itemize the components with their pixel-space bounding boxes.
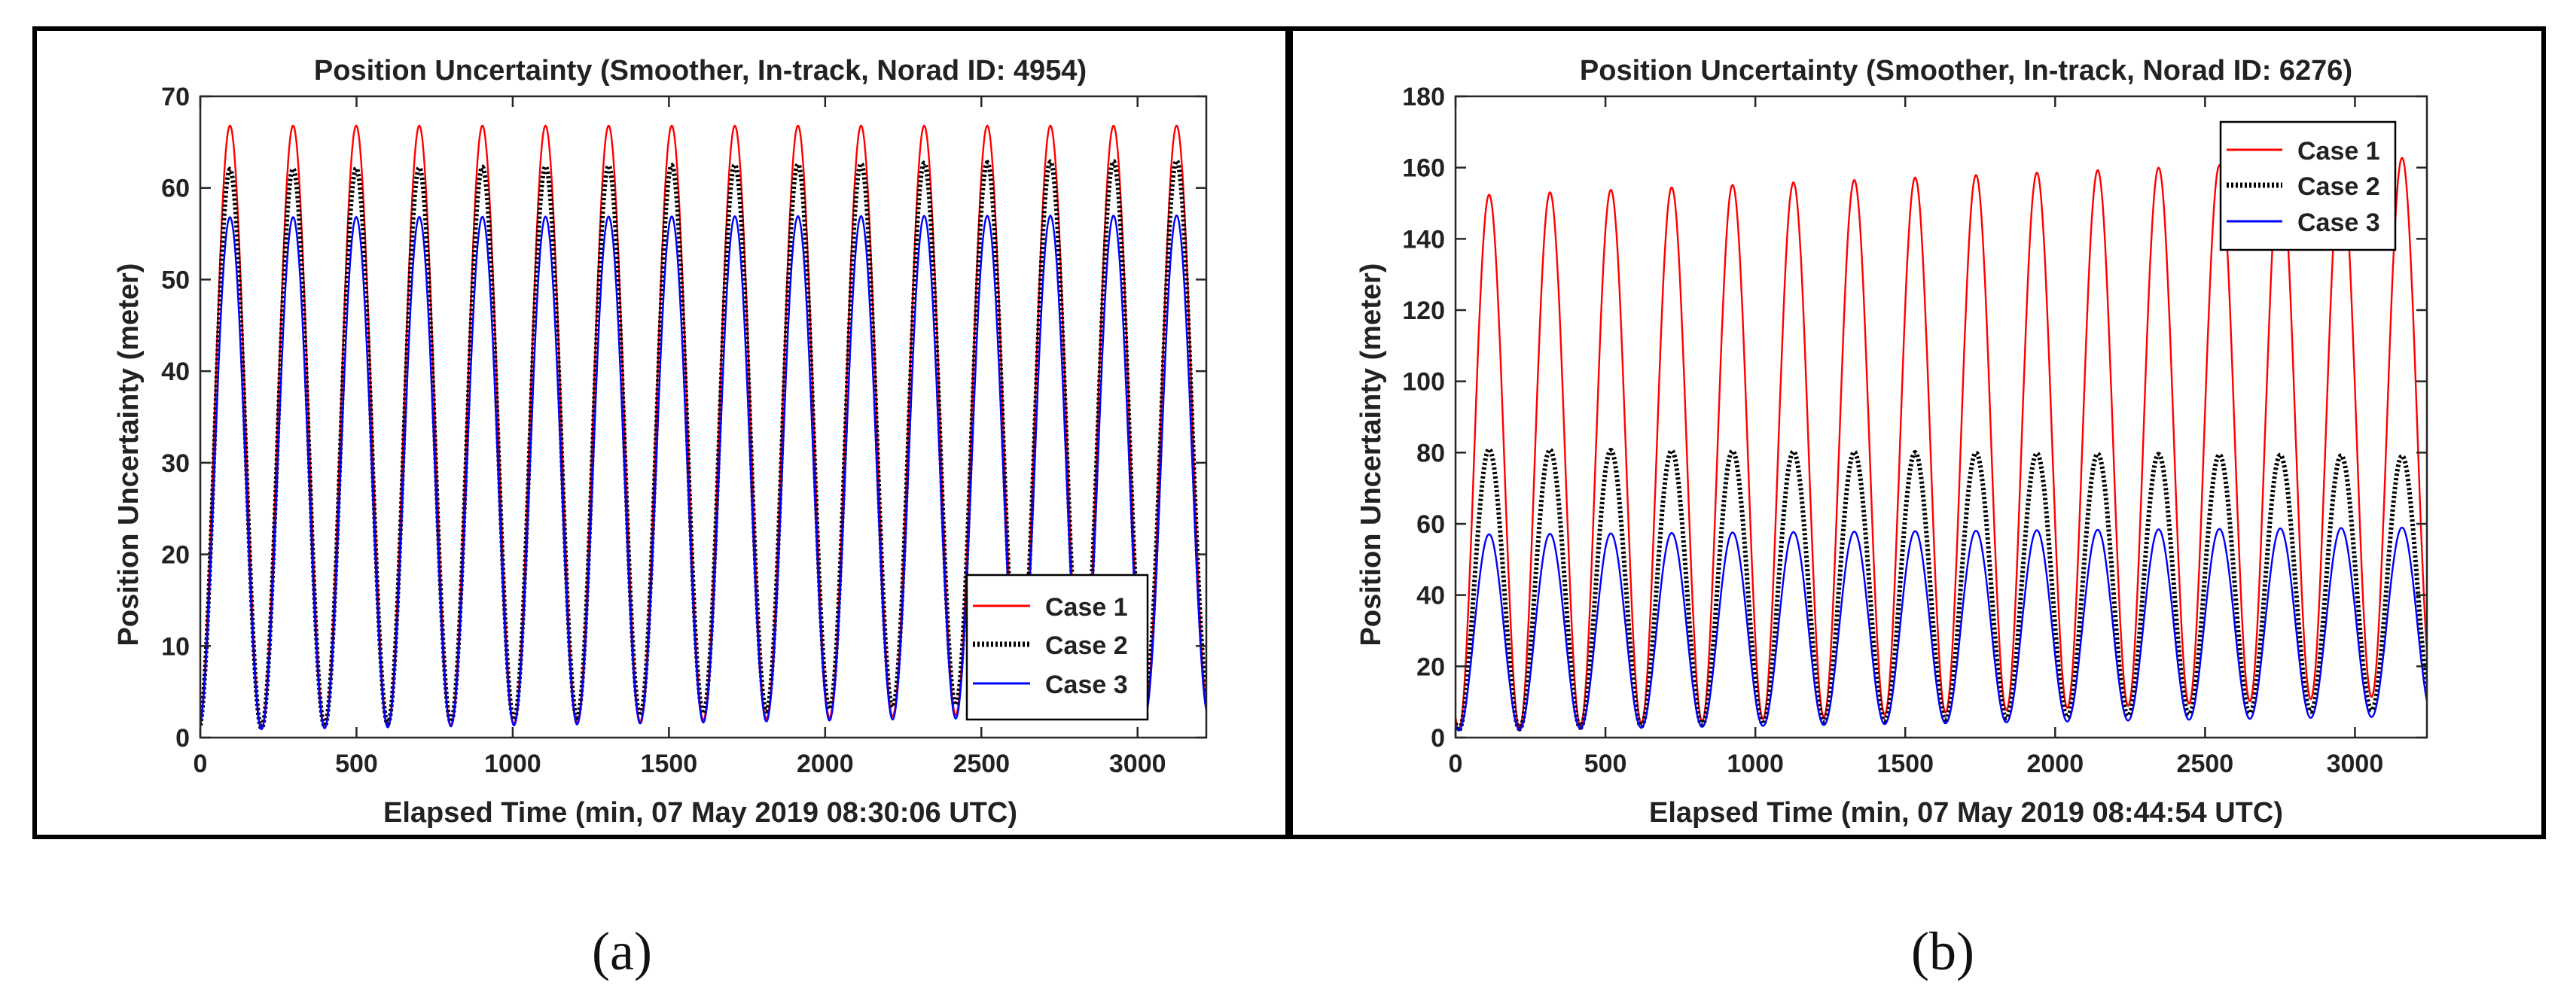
panel-a-frame [32,26,1290,839]
panel-b-axes-box [1454,95,2428,739]
panel-a-ytick-label: 30 [161,449,190,478]
panel-b-xtick-label: 2500 [2177,750,2234,778]
panel-a-legend-case2: Case 2 [1045,631,1128,660]
panel-a-xtick-label: 0 [194,750,208,778]
panel-b-series-case1 [1456,157,2427,732]
panel-a: Position Uncertainty (Smoother, In-track… [32,26,1290,839]
panel-b-legend-case3: Case 3 [2297,208,2380,237]
panel-b-series-case2 [1456,446,2427,733]
panel-b: Position Uncertainty (Smoother, In-track… [1288,26,2546,839]
panel-a-ytick-label: 20 [161,541,190,570]
panel-b-xtick-label: 0 [1449,750,1463,778]
panel-a-xtick-label: 1500 [641,750,698,778]
panel-a-series-case3 [200,214,1206,731]
panel-b-plot: 0 500 1000 1500 2000 2500 3000 0 20 40 60 80 100 120 1… [1402,83,2428,778]
panel-a-legend-case1: Case 1 [1045,593,1128,622]
panel-b-ytick-label: 60 [1416,510,1445,539]
panel-a-legend-box [965,574,1149,721]
panel-b-xtick-label: 3000 [2327,750,2384,778]
panel-b-ytick-label: 140 [1402,225,1445,254]
panel-b-ytick-label: 40 [1416,582,1445,610]
panel-a-series-case2 [200,157,1206,731]
panel-b-ytick-label: 160 [1402,154,1445,183]
panel-b-series-case3 [1456,526,2427,732]
panel-a-ytick-label: 0 [175,724,190,753]
panel-a-ytick-label: 50 [161,266,190,294]
panel-a-legend-case3: Case 3 [1045,671,1128,699]
panel-b-frame [1288,26,2546,839]
panel-a-xtick-label: 1000 [484,750,541,778]
panel-b-xtick-label: 1500 [1876,750,1934,778]
panel-a-ytick-label: 70 [161,83,190,111]
panel-b-ytick-label: 80 [1416,439,1445,467]
panel-b-ytick-label: 20 [1416,653,1445,681]
panel-b-xtick-label: 500 [1584,750,1627,778]
panel-b-ytick-label: 180 [1402,83,1445,111]
panel-a-axes-box [199,95,1208,739]
panel-b-ytick-label: 120 [1402,297,1445,325]
panel-a-xtick-label: 2500 [953,750,1010,778]
panel-a-xtick-label: 3000 [1109,750,1166,778]
panel-b-ylabel: Position Uncertainty (meter) [1355,263,1387,647]
panel-b-xtick-label: 2000 [2026,750,2084,778]
panel-a-ytick-label: 40 [161,358,190,386]
panel-b-ytick-label: 0 [1431,724,1445,753]
panel-a-xlabel: Elapsed Time (min, 07 May 2019 08:30:06 … [383,797,1017,829]
panel-a-title: Position Uncertainty (Smoother, In-track… [314,55,1087,87]
panel-a-plot: 0 500 1000 1500 2000 2500 3000 0 10 20 30 40 50 60 70 [161,83,1208,778]
caption-a: (a) [592,921,652,981]
panel-a-ylabel: Position Uncertainty (meter) [113,263,145,647]
panel-b-xlabel: Elapsed Time (min, 07 May 2019 08:44:54 … [1649,797,2283,829]
panel-b-title: Position Uncertainty (Smoother, In-track… [1580,55,2352,87]
panel-a-legend: Case 1 Case 2 Case 3 [965,574,1149,721]
panel-b-legend: Case 1 Case 2 Case 3 [2219,120,2397,251]
panel-a-ytick-label: 10 [161,632,190,661]
panel-a-xtick-label: 500 [335,750,378,778]
panel-b-xtick-label: 1000 [1727,750,1784,778]
panel-a-ytick-label: 60 [161,175,190,203]
panel-b-legend-case2: Case 2 [2297,172,2380,201]
panel-b-ytick-label: 100 [1402,368,1445,397]
panel-b-legend-case1: Case 1 [2297,137,2380,166]
caption-b: (b) [1911,921,1974,981]
panel-a-xtick-label: 2000 [797,750,854,778]
